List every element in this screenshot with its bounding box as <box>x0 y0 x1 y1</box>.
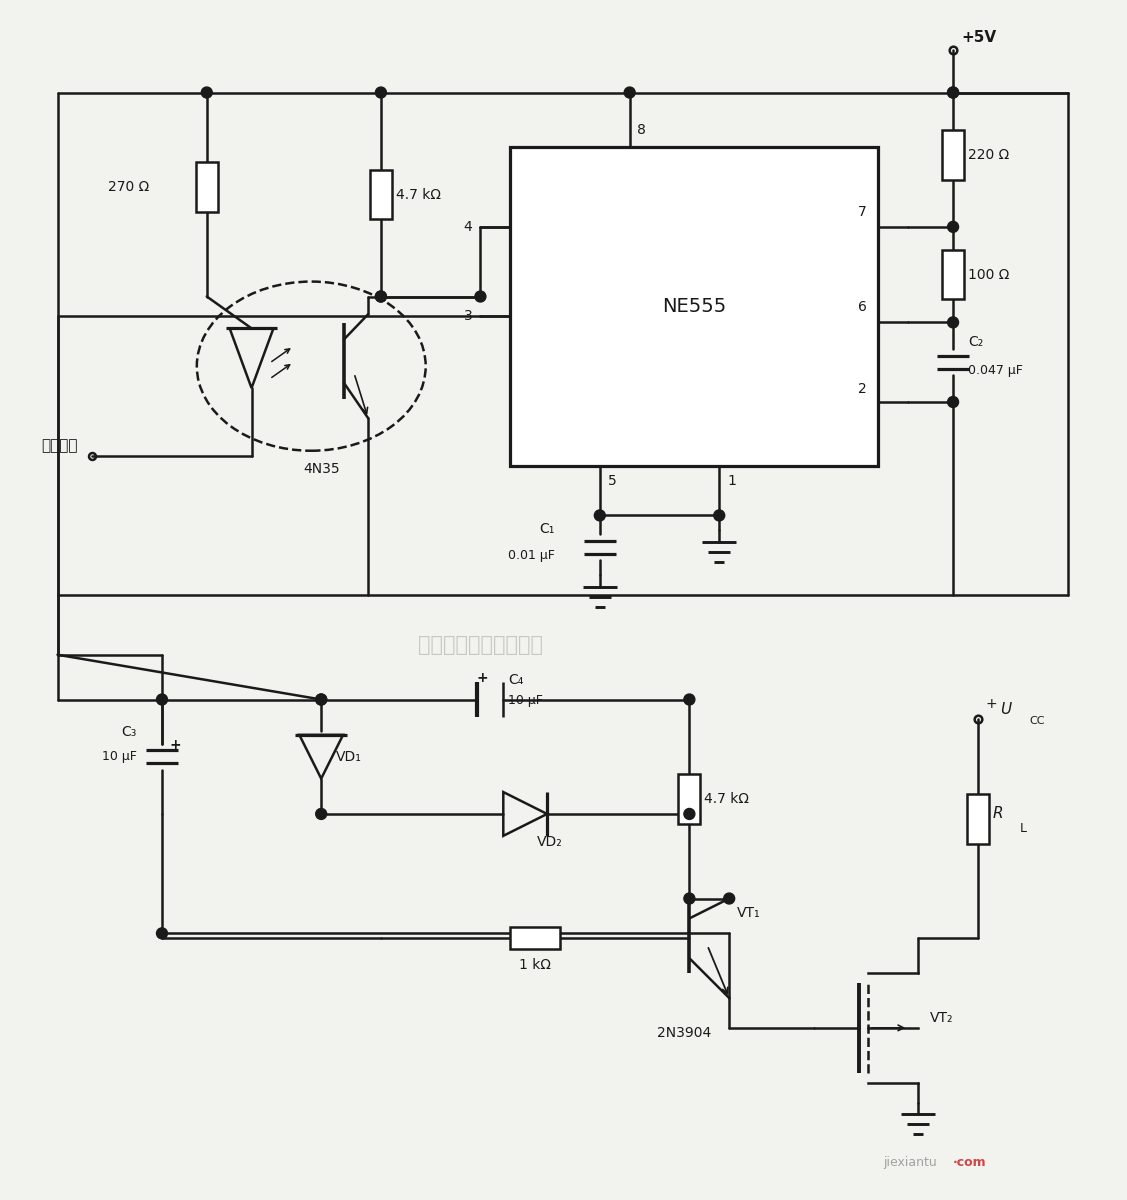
Text: +5V: +5V <box>961 30 996 46</box>
Text: VT₁: VT₁ <box>737 906 761 920</box>
Text: C₄: C₄ <box>508 673 524 686</box>
Circle shape <box>684 809 695 820</box>
Text: 2: 2 <box>858 382 867 396</box>
Bar <box>967 794 988 844</box>
Text: +: + <box>170 738 181 751</box>
Text: 6: 6 <box>858 300 867 314</box>
Text: 220 Ω: 220 Ω <box>968 148 1010 162</box>
Text: 100 Ω: 100 Ω <box>968 268 1010 282</box>
Text: 270 Ω: 270 Ω <box>108 180 149 194</box>
Circle shape <box>202 88 212 98</box>
Text: CC: CC <box>1030 716 1045 726</box>
Text: +: + <box>477 671 488 685</box>
Bar <box>511 928 560 949</box>
Text: VD₂: VD₂ <box>538 835 562 848</box>
Circle shape <box>684 694 695 704</box>
Text: 4N35: 4N35 <box>303 462 339 475</box>
Text: 4.7 kΩ: 4.7 kΩ <box>704 792 749 806</box>
Text: 4.7 kΩ: 4.7 kΩ <box>396 187 441 202</box>
Circle shape <box>724 893 735 904</box>
Circle shape <box>316 694 327 704</box>
Text: 控制信号: 控制信号 <box>41 438 78 454</box>
Text: +: + <box>986 697 997 712</box>
Text: 7: 7 <box>858 205 867 218</box>
Text: L: L <box>1020 822 1027 835</box>
Circle shape <box>474 292 486 302</box>
Text: U: U <box>1000 702 1011 716</box>
Text: 0.01 μF: 0.01 μF <box>508 548 554 562</box>
Bar <box>196 162 218 212</box>
Text: 10 μF: 10 μF <box>508 694 543 707</box>
Text: 杭州将睽科技有限公司: 杭州将睽科技有限公司 <box>418 635 543 655</box>
Text: C₂: C₂ <box>968 335 983 349</box>
Bar <box>942 130 964 180</box>
Text: 2N3904: 2N3904 <box>657 1026 711 1040</box>
Circle shape <box>375 88 387 98</box>
Circle shape <box>713 510 725 521</box>
Text: 5: 5 <box>607 474 616 487</box>
Text: ·com: ·com <box>953 1156 987 1169</box>
Bar <box>678 774 700 824</box>
Circle shape <box>624 88 636 98</box>
Circle shape <box>157 928 168 938</box>
Bar <box>942 250 964 300</box>
Circle shape <box>948 88 959 98</box>
Text: 3: 3 <box>463 310 472 324</box>
Text: 4: 4 <box>463 220 472 234</box>
Circle shape <box>157 694 168 704</box>
Circle shape <box>594 510 605 521</box>
Circle shape <box>948 317 959 328</box>
Text: 1: 1 <box>727 474 736 487</box>
Circle shape <box>948 396 959 408</box>
Text: R: R <box>993 806 1003 822</box>
Circle shape <box>375 292 387 302</box>
Circle shape <box>684 893 695 904</box>
Circle shape <box>316 809 327 820</box>
Text: 1 kΩ: 1 kΩ <box>520 958 551 972</box>
Circle shape <box>948 88 959 98</box>
Text: NE555: NE555 <box>663 296 727 316</box>
Text: 0.047 μF: 0.047 μF <box>968 364 1023 377</box>
Text: C₃: C₃ <box>122 725 137 739</box>
Circle shape <box>375 292 387 302</box>
Circle shape <box>316 694 327 704</box>
Text: 8: 8 <box>637 124 646 137</box>
Text: 10 μF: 10 μF <box>103 750 137 763</box>
Bar <box>370 169 392 220</box>
Text: C₁: C₁ <box>540 522 554 536</box>
Bar <box>511 148 878 466</box>
Text: jiexiantu: jiexiantu <box>884 1156 938 1169</box>
Text: VD₁: VD₁ <box>336 750 362 763</box>
Circle shape <box>948 221 959 233</box>
Text: VT₂: VT₂ <box>930 1010 953 1025</box>
